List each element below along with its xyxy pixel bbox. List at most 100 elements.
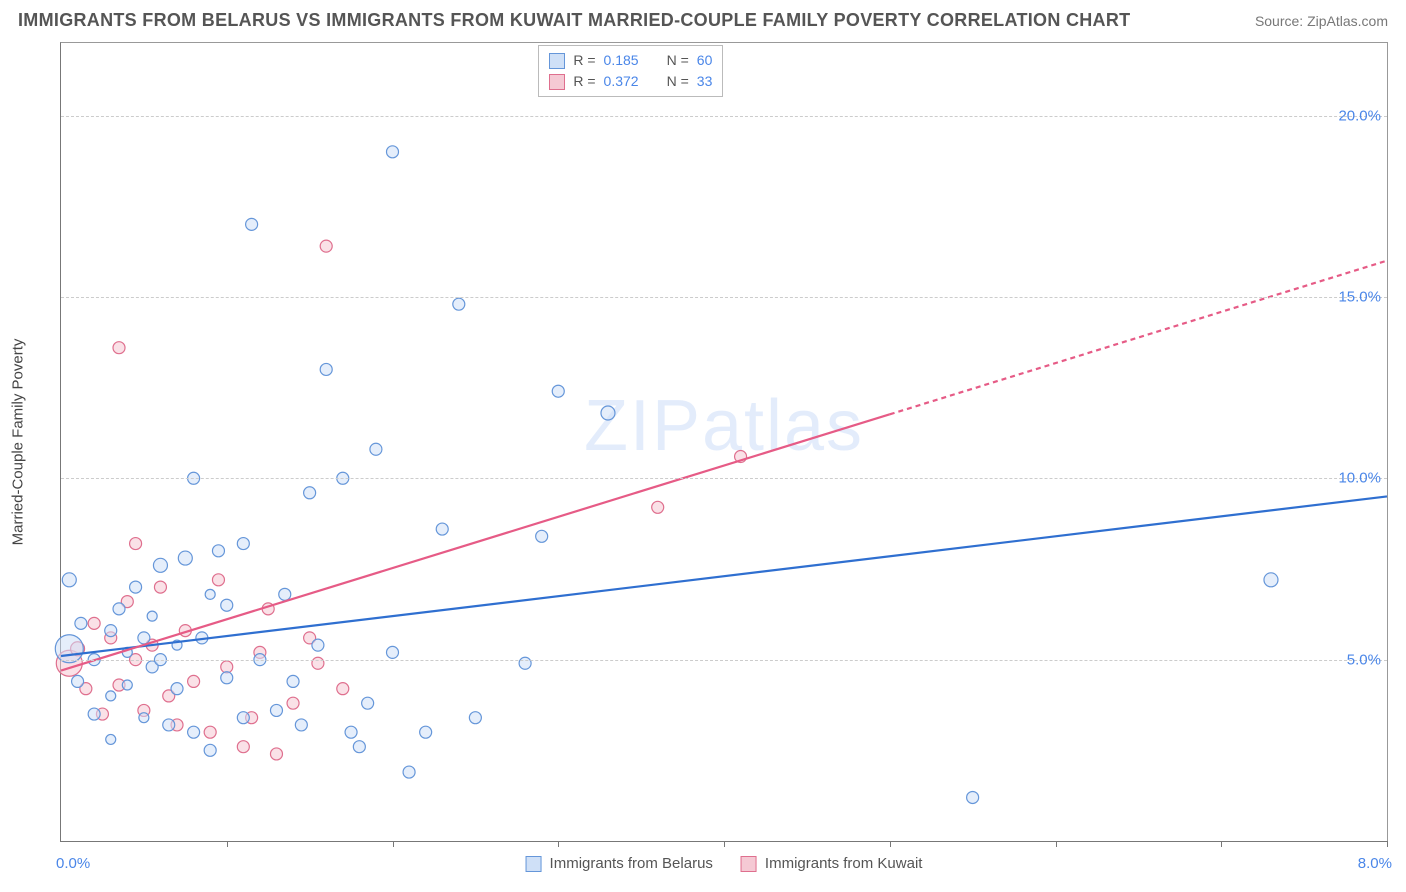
data-point xyxy=(536,530,548,542)
data-point xyxy=(403,766,415,778)
data-point xyxy=(304,487,316,499)
data-point xyxy=(55,635,83,663)
n-label: N = xyxy=(667,50,689,71)
data-point xyxy=(106,734,116,744)
data-point xyxy=(139,713,149,723)
plot-region: ZIPatlas R = 0.185 N = 60 R = 0.372 N = … xyxy=(60,42,1388,842)
data-point xyxy=(295,719,307,731)
n-value-kuwait: 33 xyxy=(697,71,713,92)
data-point xyxy=(212,574,224,586)
data-point xyxy=(130,538,142,550)
r-value-kuwait: 0.372 xyxy=(604,71,639,92)
data-point xyxy=(188,726,200,738)
data-point xyxy=(147,611,157,621)
data-point xyxy=(72,675,84,687)
data-point xyxy=(113,342,125,354)
x-tick xyxy=(724,841,725,847)
x-tick xyxy=(1387,841,1388,847)
data-point xyxy=(188,675,200,687)
x-axis-min-label: 0.0% xyxy=(56,855,90,872)
data-point xyxy=(652,501,664,513)
swatch-kuwait xyxy=(741,856,757,872)
data-point xyxy=(237,741,249,753)
gridline-h xyxy=(61,660,1387,661)
y-axis-title: Married-Couple Family Poverty xyxy=(10,339,27,546)
data-point xyxy=(436,523,448,535)
series-legend: Immigrants from Belarus Immigrants from … xyxy=(526,855,923,872)
data-point xyxy=(138,632,150,644)
data-point xyxy=(237,712,249,724)
swatch-belarus xyxy=(526,856,542,872)
data-point xyxy=(287,697,299,709)
x-tick xyxy=(227,841,228,847)
r-value-belarus: 0.185 xyxy=(604,50,639,71)
data-point xyxy=(106,691,116,701)
data-point xyxy=(279,588,291,600)
trend-line xyxy=(61,496,1387,656)
swatch-kuwait xyxy=(549,74,565,90)
legend-row-belarus: R = 0.185 N = 60 xyxy=(549,50,712,71)
legend-item-kuwait: Immigrants from Kuwait xyxy=(741,855,923,872)
data-point xyxy=(221,599,233,611)
x-tick xyxy=(558,841,559,847)
data-point xyxy=(967,791,979,803)
gridline-h xyxy=(61,478,1387,479)
data-point xyxy=(62,573,76,587)
data-point xyxy=(122,680,132,690)
x-axis-max-label: 8.0% xyxy=(1358,855,1392,872)
data-point xyxy=(221,672,233,684)
data-point xyxy=(163,719,175,731)
data-point xyxy=(287,675,299,687)
data-point xyxy=(153,558,167,572)
trend-line xyxy=(890,261,1387,415)
legend-row-kuwait: R = 0.372 N = 33 xyxy=(549,71,712,92)
data-point xyxy=(387,646,399,658)
source-attribution: Source: ZipAtlas.com xyxy=(1255,13,1388,29)
data-point xyxy=(237,538,249,550)
data-point xyxy=(320,363,332,375)
data-point xyxy=(130,581,142,593)
r-label: R = xyxy=(573,50,595,71)
data-point xyxy=(212,545,224,557)
trend-line xyxy=(61,414,890,670)
data-point xyxy=(270,704,282,716)
data-point xyxy=(113,603,125,615)
correlation-legend: R = 0.185 N = 60 R = 0.372 N = 33 xyxy=(538,45,723,97)
legend-label-kuwait: Immigrants from Kuwait xyxy=(765,855,923,872)
data-point xyxy=(105,625,117,637)
data-point xyxy=(75,617,87,629)
scatter-svg xyxy=(61,43,1387,841)
gridline-h xyxy=(61,116,1387,117)
legend-item-belarus: Immigrants from Belarus xyxy=(526,855,713,872)
y-tick-label: 10.0% xyxy=(1338,470,1381,487)
chart-title: IMMIGRANTS FROM BELARUS VS IMMIGRANTS FR… xyxy=(18,10,1130,31)
data-point xyxy=(387,146,399,158)
y-tick-label: 20.0% xyxy=(1338,107,1381,124)
data-point xyxy=(362,697,374,709)
data-point xyxy=(270,748,282,760)
data-point xyxy=(370,443,382,455)
data-point xyxy=(221,661,233,673)
data-point xyxy=(154,581,166,593)
n-value-belarus: 60 xyxy=(697,50,713,71)
data-point xyxy=(337,683,349,695)
data-point xyxy=(345,726,357,738)
data-point xyxy=(312,639,324,651)
swatch-belarus xyxy=(549,53,565,69)
data-point xyxy=(246,218,258,230)
data-point xyxy=(320,240,332,252)
y-tick-label: 5.0% xyxy=(1347,651,1381,668)
data-point xyxy=(353,741,365,753)
data-point xyxy=(420,726,432,738)
data-point xyxy=(88,617,100,629)
x-tick xyxy=(1056,841,1057,847)
x-tick xyxy=(393,841,394,847)
gridline-h xyxy=(61,297,1387,298)
n-label: N = xyxy=(667,71,689,92)
data-point xyxy=(204,726,216,738)
data-point xyxy=(1264,573,1278,587)
data-point xyxy=(178,551,192,565)
data-point xyxy=(552,385,564,397)
data-point xyxy=(601,406,615,420)
data-point xyxy=(204,744,216,756)
